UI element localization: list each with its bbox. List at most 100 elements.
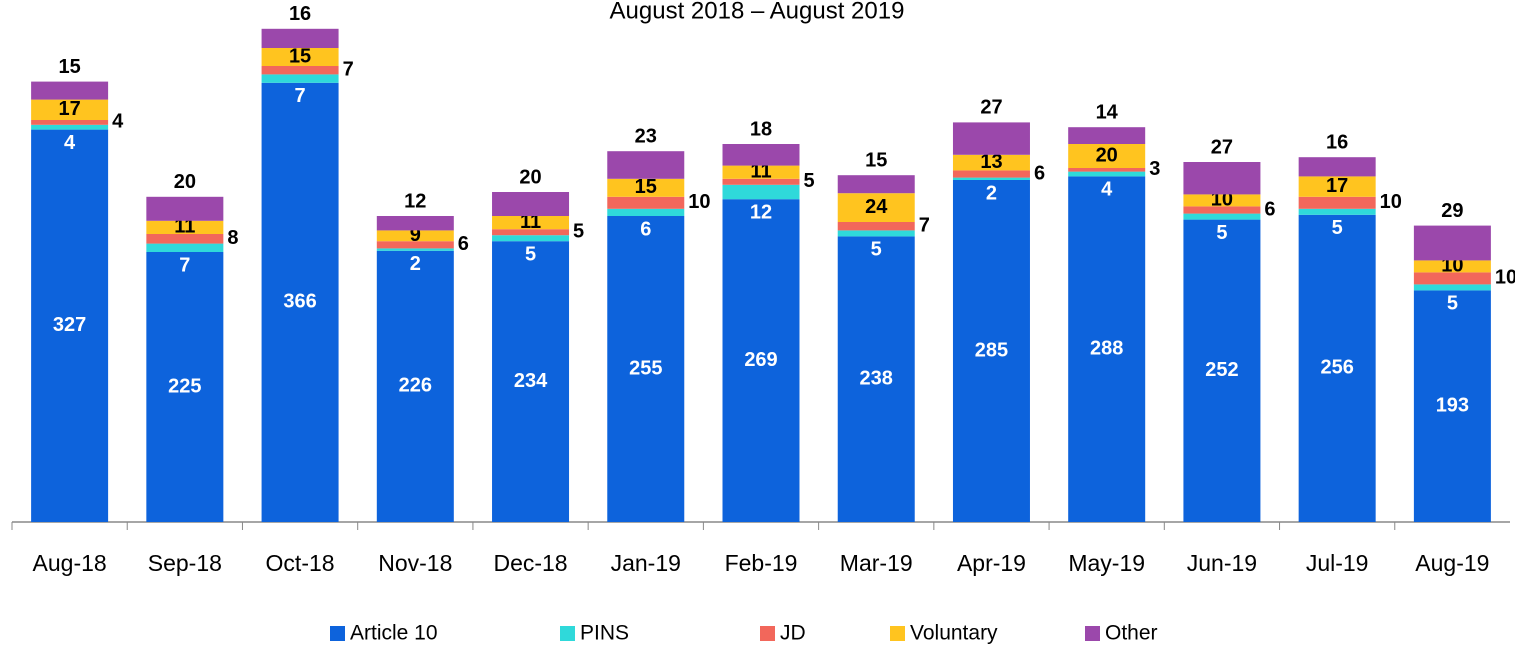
x-tick-label: May-19 [1068,550,1145,576]
data-label: 4 [1101,179,1113,201]
data-label: 4 [112,111,124,133]
bar-segment [1068,127,1146,144]
bar-segment [261,74,339,83]
x-tick-label: Apr-19 [957,550,1026,576]
bar-segment [837,175,915,194]
data-label: 225 [168,375,201,397]
x-tick-label: Aug-18 [33,550,107,576]
bar-segment [376,250,454,523]
x-tick-label: Feb-19 [725,550,798,576]
legend-label: Article 10 [350,622,438,645]
data-label: 11 [174,216,195,238]
bar-segment [722,165,800,179]
x-tick-label: Dec-18 [493,550,567,576]
data-label: 16 [289,3,311,25]
bar-segment [837,222,915,231]
bar-segment [1183,162,1261,195]
data-label: 15 [635,176,657,198]
data-label: 226 [399,375,432,397]
data-label: 15 [289,45,311,67]
bar-segment [146,196,224,221]
bar-segment [1068,168,1146,172]
data-label: 29 [1441,200,1463,222]
data-label: 327 [53,314,86,336]
bar-segment [492,192,570,216]
bar-segment [837,236,915,522]
data-label: 5 [525,243,536,265]
bar-segment [1413,225,1491,261]
data-label: 10 [688,191,710,213]
data-label: 9 [410,224,421,246]
data-label: 5 [573,220,584,242]
data-label: 269 [744,349,777,371]
bar-segment [1068,176,1146,522]
bar-segment [376,230,454,242]
data-label: 17 [58,98,80,120]
data-label: 7 [179,254,190,276]
bar-segment [952,170,1030,178]
data-label: 6 [1264,198,1275,220]
bar-segment [1413,290,1491,522]
data-label: 366 [283,291,316,313]
x-tick-label: Jun-19 [1187,550,1257,576]
x-tick-label: Nov-18 [378,550,452,576]
bar-segment [1068,171,1146,177]
bar-segment [376,248,454,251]
x-tick-label: Sep-18 [148,550,222,576]
data-label: 27 [1211,136,1233,158]
bar-segment [31,81,109,100]
data-label: 252 [1205,359,1238,381]
bar-segment [722,184,800,200]
data-label: 12 [750,201,772,223]
data-label: 7 [343,58,354,80]
bar-segment [492,241,570,522]
bar-segment [1298,214,1376,523]
data-label: 288 [1090,337,1123,359]
bar-segment [261,28,339,48]
data-label: 7 [295,85,306,107]
bar-segment [1298,176,1376,197]
bar-segment [607,196,685,209]
data-label: 24 [865,196,888,218]
x-tick-label: Oct-18 [266,550,335,576]
bar-segment [837,193,915,222]
data-label: 5 [1447,293,1458,315]
data-label: 255 [629,357,662,379]
legend-label: PINS [580,622,629,645]
data-label: 11 [750,160,771,182]
data-label: 238 [860,367,893,389]
legend-swatch [560,626,575,641]
bar-segment [1183,194,1261,207]
bar-segment [31,124,109,130]
data-label: 3 [1149,158,1160,180]
data-label: 6 [640,218,651,240]
data-label: 11 [520,211,541,233]
bar-segment [952,177,1030,180]
bar-segment [1298,208,1376,215]
legend-label: JD [780,622,806,645]
bar-segment [1298,157,1376,177]
bar-segment [722,178,800,185]
bar-segment [1413,272,1491,285]
data-label: 193 [1436,394,1469,416]
bar-segment [31,99,109,120]
x-tick-label: Jul-19 [1306,550,1369,576]
bar-segment [146,220,224,234]
legend-swatch [890,626,905,641]
data-label: 2 [986,182,997,204]
bar-segment [722,199,800,522]
data-label: 8 [227,227,238,249]
data-label: 15 [865,149,887,171]
bar-segment [31,120,109,125]
bar-segment [607,178,685,197]
data-label: 16 [1326,131,1348,153]
data-label: 7 [919,214,930,236]
bar-segment [492,235,570,242]
x-tick-label: Jan-19 [611,550,681,576]
data-label: 23 [635,125,657,147]
bar-segment [261,66,339,75]
bar-segment [376,241,454,249]
bar-segment [261,82,339,523]
data-label: 6 [1034,162,1045,184]
data-label: 20 [1096,144,1118,166]
